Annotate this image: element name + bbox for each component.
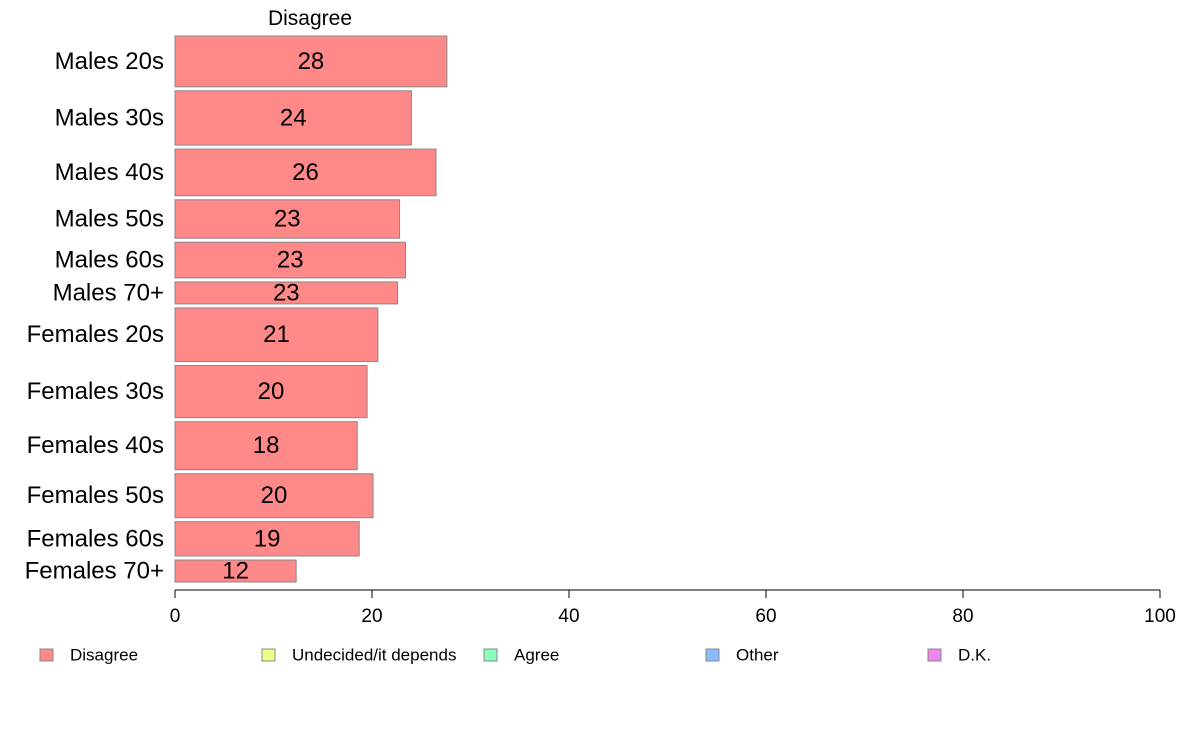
value-label-males-30s: 24: [280, 104, 307, 131]
x-tick-label-20: 20: [361, 606, 382, 627]
value-label-females-50s: 20: [261, 482, 288, 509]
bar-males-20s: [174, 35, 448, 88]
legend-label-disagree: Disagree: [70, 646, 138, 665]
chart-title: Disagree: [268, 7, 352, 30]
category-label-females-40s: Females 40s: [27, 432, 164, 459]
category-label-males-40s: Males 40s: [55, 159, 164, 186]
bar-females-70-: [174, 559, 297, 583]
bar-females-40s: [174, 421, 358, 471]
value-label-females-60s: 19: [254, 525, 281, 552]
bar-males-50s: [174, 199, 401, 239]
category-label-males-20s: Males 20s: [55, 48, 164, 75]
category-label-females-70-: Females 70+: [25, 558, 164, 585]
bar-males-40s: [174, 148, 437, 197]
legend-swatch-disagree: [39, 648, 54, 662]
category-label-females-60s: Females 60s: [27, 525, 164, 552]
x-axis: 0 20 40 60 80 100: [170, 589, 1176, 627]
legend-swatch-agree: [483, 648, 498, 662]
value-label-males-20s: 28: [298, 48, 325, 75]
legend-label-undecided-it-depends: Undecided/it depends: [292, 646, 456, 665]
legend: Disagree Undecided/it depends Agree Other D.…: [39, 646, 991, 665]
legend-swatch-other: [705, 648, 720, 662]
category-label-males-50s: Males 50s: [55, 205, 164, 232]
bar-males-70-: [174, 281, 399, 305]
value-label-females-70-: 12: [222, 558, 249, 585]
bar-females-60s: [174, 521, 360, 557]
legend-label-d-k: D.K.: [958, 646, 991, 665]
bar-females-30s: [174, 364, 368, 419]
bar-females-50s: [174, 473, 374, 519]
x-tick-label-80: 80: [952, 606, 973, 627]
bars-group: Males 20s 28 Males 30s 24 Males 40s 26 Males 5…: [25, 35, 448, 585]
category-label-males-70-: Males 70+: [53, 279, 164, 306]
bar-males-60s: [174, 241, 406, 279]
value-label-males-60s: 23: [277, 247, 304, 274]
value-label-males-40s: 26: [292, 159, 319, 186]
legend-swatch-undecided-it-depends: [261, 648, 276, 662]
category-label-females-30s: Females 30s: [27, 378, 164, 405]
x-tick-label-40: 40: [558, 606, 579, 627]
legend-label-other: Other: [736, 646, 779, 665]
category-label-females-50s: Females 50s: [27, 482, 164, 509]
x-tick-label-60: 60: [755, 606, 776, 627]
value-label-females-20s: 21: [263, 321, 290, 348]
x-tick-label-0: 0: [170, 606, 181, 627]
category-label-males-30s: Males 30s: [55, 104, 164, 131]
x-tick-label-100: 100: [1144, 606, 1176, 627]
legend-swatch-d-k: [927, 648, 942, 662]
category-label-females-20s: Females 20s: [27, 321, 164, 348]
value-label-males-50s: 23: [274, 205, 301, 232]
category-label-males-60s: Males 60s: [55, 247, 164, 274]
bar-males-30s: [174, 90, 412, 146]
legend-label-agree: Agree: [514, 646, 559, 665]
value-label-females-30s: 20: [258, 378, 285, 405]
value-label-males-70-: 23: [273, 279, 300, 306]
value-label-females-40s: 18: [253, 432, 280, 459]
bar-females-20s: [174, 307, 379, 362]
